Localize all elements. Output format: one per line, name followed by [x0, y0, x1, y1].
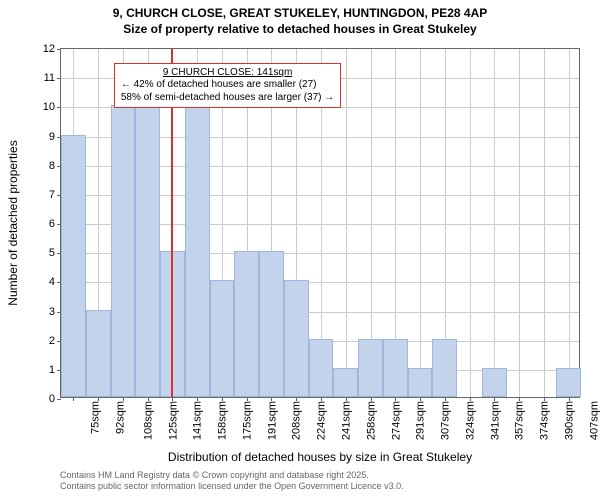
callout-line2: ← 42% of detached houses are smaller (27… [121, 79, 334, 92]
x-tick-mark [197, 397, 198, 401]
x-tick-mark [271, 397, 272, 401]
y-tick-label: 9 [49, 131, 61, 143]
histogram-bar [482, 368, 507, 397]
y-tick-label: 8 [49, 160, 61, 172]
y-tick-label: 11 [44, 72, 61, 84]
callout-box: 9 CHURCH CLOSE: 141sqm← 42% of detached … [114, 63, 341, 109]
x-tick-label: 274sqm [390, 401, 402, 440]
y-axis-label: Number of detached properties [6, 140, 20, 305]
x-tick-mark [544, 397, 545, 401]
x-tick-label: 191sqm [266, 401, 278, 440]
grid-line-v [470, 49, 471, 397]
plot-area: 012345678910111275sqm92sqm108sqm125sqm14… [60, 48, 580, 398]
grid-line-v [569, 49, 570, 397]
x-tick-mark [296, 397, 297, 401]
x-tick-label: 374sqm [539, 401, 551, 440]
x-tick-label: 208sqm [291, 401, 303, 440]
attribution-text: Contains HM Land Registry data © Crown c… [60, 470, 404, 493]
histogram-bar [408, 368, 433, 397]
y-tick-label: 5 [49, 247, 61, 259]
histogram-bar [333, 368, 358, 397]
y-tick-label: 10 [43, 101, 61, 113]
histogram-bar [358, 339, 383, 397]
callout-line3: 58% of semi-detached houses are larger (… [121, 92, 334, 105]
histogram-bar [432, 339, 457, 397]
histogram-bar [61, 135, 86, 398]
chart-titles: 9, CHURCH CLOSE, GREAT STUKELEY, HUNTING… [0, 0, 600, 37]
grid-line-v [494, 49, 495, 397]
x-tick-label: 324sqm [464, 401, 476, 440]
y-tick-label: 4 [49, 276, 61, 288]
x-tick-mark [445, 397, 446, 401]
histogram-bar [185, 76, 210, 397]
x-tick-label: 407sqm [588, 401, 600, 440]
x-tick-label: 75sqm [90, 401, 102, 434]
histogram-bar [210, 280, 235, 397]
x-tick-label: 341sqm [489, 401, 501, 440]
chart-title-line1: 9, CHURCH CLOSE, GREAT STUKELEY, HUNTING… [0, 6, 600, 22]
x-tick-mark [172, 397, 173, 401]
grid-line-v [420, 49, 421, 397]
x-tick-label: 141sqm [192, 401, 204, 440]
histogram-bar [86, 310, 111, 398]
x-tick-mark [371, 397, 372, 401]
x-tick-label: 175sqm [242, 401, 254, 440]
attribution-line2: Contains public sector information licen… [60, 481, 404, 492]
x-tick-label: 158sqm [217, 401, 229, 440]
y-tick-label: 6 [49, 218, 61, 230]
x-tick-mark [470, 397, 471, 401]
x-tick-label: 390sqm [563, 401, 575, 440]
x-tick-mark [148, 397, 149, 401]
x-tick-label: 258sqm [365, 401, 377, 440]
property-size-histogram: 9, CHURCH CLOSE, GREAT STUKELEY, HUNTING… [0, 0, 600, 500]
y-tick-label: 12 [43, 43, 61, 55]
y-tick-label: 1 [49, 364, 61, 376]
x-tick-mark [98, 397, 99, 401]
x-tick-mark [519, 397, 520, 401]
attribution-line1: Contains HM Land Registry data © Crown c… [60, 470, 404, 481]
y-tick-label: 2 [49, 335, 61, 347]
histogram-bar [556, 368, 581, 397]
x-tick-mark [569, 397, 570, 401]
histogram-bar [383, 339, 408, 397]
x-tick-mark [321, 397, 322, 401]
x-tick-label: 241sqm [341, 401, 353, 440]
histogram-bar [284, 280, 309, 397]
x-tick-label: 108sqm [142, 401, 154, 440]
callout-line1: 9 CHURCH CLOSE: 141sqm [121, 67, 334, 80]
y-tick-label: 3 [49, 306, 61, 318]
x-tick-mark [494, 397, 495, 401]
grid-line-v [544, 49, 545, 397]
x-axis-label: Distribution of detached houses by size … [60, 450, 580, 464]
x-tick-mark [346, 397, 347, 401]
x-tick-mark [420, 397, 421, 401]
x-tick-label: 92sqm [115, 401, 127, 434]
y-tick-label: 0 [49, 393, 61, 405]
grid-line-v [346, 49, 347, 397]
x-tick-mark [73, 397, 74, 401]
histogram-bar [309, 339, 334, 397]
x-tick-label: 224sqm [316, 401, 328, 440]
x-tick-label: 125sqm [167, 401, 179, 440]
x-tick-mark [222, 397, 223, 401]
y-tick-label: 7 [49, 189, 61, 201]
histogram-bar [259, 251, 284, 397]
chart-title-line2: Size of property relative to detached ho… [0, 22, 600, 38]
histogram-bar [234, 251, 259, 397]
x-tick-label: 291sqm [415, 401, 427, 440]
x-tick-mark [395, 397, 396, 401]
histogram-bar [135, 105, 160, 397]
grid-line-v [519, 49, 520, 397]
x-tick-mark [123, 397, 124, 401]
histogram-bar [111, 105, 136, 397]
x-tick-label: 307sqm [440, 401, 452, 440]
x-tick-label: 357sqm [514, 401, 526, 440]
x-tick-mark [247, 397, 248, 401]
